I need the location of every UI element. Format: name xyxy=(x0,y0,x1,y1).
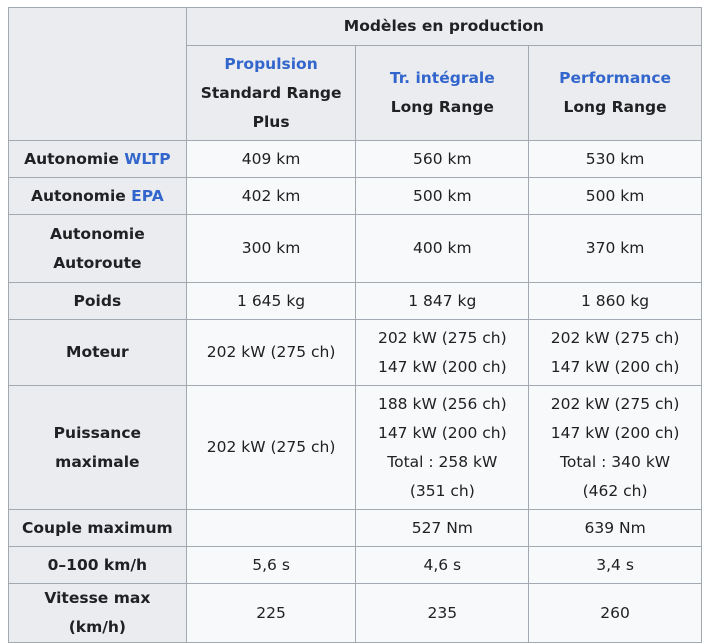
table-row: 0–100 km/h 5,6 s 4,6 s 3,4 s xyxy=(8,546,702,584)
cell-value: 147 kW (200 ch) xyxy=(377,423,507,442)
cell-value: 1 645 kg xyxy=(237,291,306,310)
table-cell: 400 km xyxy=(355,214,530,283)
table-cell: 225 xyxy=(185,583,357,643)
cell-value: 225 xyxy=(256,603,286,622)
cell-value: 1 860 kg xyxy=(581,291,650,310)
table-cell: 409 km xyxy=(185,140,357,178)
row-header-text: Autonomie xyxy=(49,224,145,243)
group-header: Modèles en production xyxy=(185,7,703,46)
cell-value: 530 km xyxy=(585,149,645,168)
table-cell: 500 km xyxy=(355,177,530,215)
table-cell: 300 km xyxy=(185,214,357,283)
cell-value: 202 kW (275 ch) xyxy=(377,328,507,347)
cell-value: (462 ch) xyxy=(582,481,648,500)
table-cell: 530 km xyxy=(528,140,702,178)
table-cell: 1 860 kg xyxy=(528,282,702,320)
cell-value: 400 km xyxy=(413,239,472,257)
model-link-propulsion[interactable]: Propulsion xyxy=(224,54,318,73)
cell-value: 147 kW (200 ch) xyxy=(550,423,680,442)
model-link-performance[interactable]: Performance xyxy=(559,69,672,87)
table-cell: 202 kW (275 ch) xyxy=(185,385,357,510)
cell-value: 560 km xyxy=(413,149,472,168)
table-cell: 527 Nm xyxy=(355,509,530,547)
cell-value: 202 kW (275 ch) xyxy=(206,438,336,456)
cell-value: 202 kW (275 ch) xyxy=(550,394,680,413)
row-header: Autonomie WLTP xyxy=(8,140,187,178)
spec-table: Modèles en production Propulsion Standar… xyxy=(8,7,703,643)
table-cell: 1 645 kg xyxy=(185,282,357,320)
table-cell: 202 kW (275 ch) 147 kW (200 ch) xyxy=(528,319,702,386)
cell-value: 300 km xyxy=(241,239,301,257)
wltp-link[interactable]: WLTP xyxy=(124,149,171,168)
model-name-line: Plus xyxy=(252,112,290,131)
table-cell: 402 km xyxy=(185,177,357,215)
cell-value: Total : 340 kW xyxy=(560,452,671,471)
cell-value: 402 km xyxy=(241,186,301,205)
table-row: Autonomie Autoroute 300 km 400 km 370 km xyxy=(8,214,702,283)
cell-value: 235 xyxy=(427,603,458,622)
table-row: Vitesse max (km/h) 225 235 260 xyxy=(8,583,702,643)
model-name-line: Standard Range xyxy=(200,83,342,102)
model-header: Tr. intégrale Long Range xyxy=(355,45,530,141)
model-link-integrale[interactable]: Tr. intégrale xyxy=(389,69,495,87)
row-header: Poids xyxy=(8,282,187,320)
table-cell: 560 km xyxy=(355,140,530,178)
cell-value: Total : 258 kW xyxy=(387,452,498,471)
table-row: Puissance maximale 202 kW (275 ch) 188 k… xyxy=(8,385,702,510)
epa-link[interactable]: EPA xyxy=(131,186,164,205)
cell-value: 639 Nm xyxy=(584,518,646,537)
row-header-text: Autoroute xyxy=(53,253,142,272)
cell-value: 527 Nm xyxy=(411,518,473,537)
table-cell: 188 kW (256 ch) 147 kW (200 ch) Total : … xyxy=(355,385,530,510)
table-cell: 1 847 kg xyxy=(355,282,530,320)
row-header: Couple maximum xyxy=(8,509,187,547)
model-name-line: Long Range xyxy=(563,98,667,116)
corner-cell xyxy=(8,7,187,141)
model-header-row: Propulsion Standard Range Plus Tr. intég… xyxy=(9,45,702,141)
row-header: Vitesse max (km/h) xyxy=(8,583,187,643)
table-cell: 500 km xyxy=(528,177,702,215)
model-header: Performance Long Range xyxy=(528,45,702,141)
table-cell: 202 kW (275 ch) 147 kW (200 ch) xyxy=(355,319,530,386)
table-cell: 260 xyxy=(528,583,702,643)
row-header-text: Autonomie xyxy=(24,149,125,168)
table-cell: 202 kW (275 ch) xyxy=(185,319,357,386)
row-header: Autonomie Autoroute xyxy=(8,214,187,283)
row-header-text: Autonomie xyxy=(31,186,132,205)
cell-value: 147 kW (200 ch) xyxy=(550,357,680,376)
table-cell: 5,6 s xyxy=(185,546,357,584)
cell-value: 4,6 s xyxy=(423,555,462,574)
model-name-line: Long Range xyxy=(390,98,494,116)
table-cell: 202 kW (275 ch) 147 kW (200 ch) Total : … xyxy=(528,385,702,510)
table-cell xyxy=(185,509,357,547)
table-row: Autonomie EPA 402 km 500 km 500 km xyxy=(8,177,702,215)
row-header: Moteur xyxy=(8,319,187,386)
table-cell: 370 km xyxy=(528,214,702,283)
table-row: Poids 1 645 kg 1 847 kg 1 860 kg xyxy=(8,282,702,320)
model-header: Propulsion Standard Range Plus xyxy=(185,45,357,141)
table-row: Moteur 202 kW (275 ch) 202 kW (275 ch) 1… xyxy=(8,319,702,386)
cell-value: 500 km xyxy=(585,186,645,205)
cell-value: (351 ch) xyxy=(409,481,475,500)
row-header: Puissance maximale xyxy=(8,385,187,510)
table-cell: 235 xyxy=(355,583,530,643)
row-header: 0–100 km/h xyxy=(8,546,187,584)
row-header: Autonomie EPA xyxy=(8,177,187,215)
table-cell: 639 Nm xyxy=(528,509,702,547)
table-row: Couple maximum 527 Nm 639 Nm xyxy=(8,509,702,547)
cell-value: 188 kW (256 ch) xyxy=(377,394,507,413)
table-cell: 3,4 s xyxy=(528,546,702,584)
cell-value: 409 km xyxy=(241,149,301,168)
cell-value: 260 xyxy=(600,603,630,622)
cell-value: 1 847 kg xyxy=(408,291,477,310)
table-row: Autonomie WLTP 409 km 560 km 530 km xyxy=(8,140,702,178)
cell-value: 3,4 s xyxy=(596,555,634,574)
cell-value: 5,6 s xyxy=(252,555,290,574)
table-cell: 4,6 s xyxy=(355,546,530,584)
cell-value: 500 km xyxy=(413,186,472,205)
cell-value: 202 kW (275 ch) xyxy=(206,343,336,361)
cell-value: 202 kW (275 ch) xyxy=(550,328,680,347)
cell-value: 147 kW (200 ch) xyxy=(377,357,507,376)
cell-value: 370 km xyxy=(585,239,645,257)
